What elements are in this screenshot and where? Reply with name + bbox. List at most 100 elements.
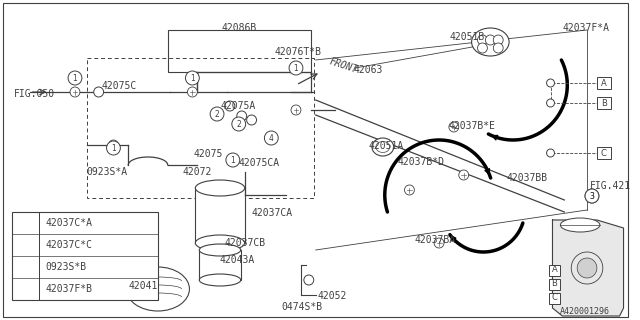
Circle shape [18,215,33,231]
Bar [199,250,241,280]
Bar [597,147,611,159]
Text: 42051B: 42051B [450,32,485,42]
Text: 3: 3 [23,262,28,271]
Circle shape [246,115,257,125]
Ellipse shape [126,267,189,311]
Text: 42037C*C: 42037C*C [45,240,92,250]
Bar [597,77,611,89]
Text: 42037CA: 42037CA [252,208,292,218]
Bar [597,97,611,109]
Circle shape [547,149,554,157]
Ellipse shape [372,138,394,156]
Circle shape [477,43,488,53]
Text: 42076T*B: 42076T*B [275,47,321,57]
Text: 1: 1 [23,219,28,228]
Text: 2: 2 [214,109,220,118]
Circle shape [68,71,82,85]
Text: 42075CA: 42075CA [239,158,280,168]
Text: FRONT: FRONT [328,57,358,75]
Text: 42037BA: 42037BA [414,235,456,245]
Text: C: C [601,148,607,157]
Ellipse shape [195,235,244,251]
Bar [168,30,311,72]
Text: 2: 2 [23,241,28,250]
Text: 3: 3 [589,191,595,201]
Text: 42075A: 42075A [221,101,256,111]
Text: 2: 2 [236,119,241,129]
Text: 0923S*A: 0923S*A [87,167,128,177]
Circle shape [93,87,104,97]
Text: B: B [552,279,557,289]
Circle shape [304,275,314,285]
Text: 42063: 42063 [353,65,383,75]
Circle shape [547,99,554,107]
Circle shape [18,259,33,275]
Circle shape [109,140,118,150]
Circle shape [291,63,301,73]
Text: A420001296: A420001296 [559,307,609,316]
Ellipse shape [199,244,241,256]
Text: 42037B*E: 42037B*E [449,121,496,131]
Text: 0923S*B: 0923S*B [45,262,86,272]
Circle shape [577,258,597,278]
Text: B: B [601,99,607,108]
Circle shape [434,238,444,248]
Text: 3: 3 [589,191,595,201]
Text: 1: 1 [190,74,195,83]
Ellipse shape [561,218,600,232]
Text: FIG.421: FIG.421 [590,181,631,191]
Circle shape [493,43,503,53]
Bar [548,278,561,290]
Bar [548,265,561,276]
Text: 1: 1 [294,63,298,73]
Bar [12,212,158,300]
Circle shape [18,281,33,297]
Text: 42052: 42052 [317,291,347,301]
Text: 42037C*A: 42037C*A [45,218,92,228]
Circle shape [18,237,33,253]
Circle shape [493,35,503,45]
Circle shape [449,122,459,132]
Circle shape [232,117,246,131]
Text: A: A [601,78,607,87]
Circle shape [264,131,278,145]
Polygon shape [552,220,623,316]
Text: 42037F*A: 42037F*A [563,23,609,33]
Text: 42041: 42041 [128,281,157,291]
Text: C: C [552,293,557,302]
Circle shape [459,170,468,180]
Bar [87,58,314,198]
Text: 42037CB: 42037CB [225,238,266,248]
Text: 4: 4 [269,133,274,142]
Circle shape [585,189,599,203]
Text: 42037BB: 42037BB [506,173,547,183]
Text: 42075C: 42075C [102,81,137,91]
Bar [195,188,244,243]
Text: 42037B*D: 42037B*D [397,157,445,167]
Text: 0474S*B: 0474S*B [281,302,323,312]
Text: 42086B: 42086B [221,23,257,33]
Text: 42043A: 42043A [219,255,254,265]
Circle shape [289,61,303,75]
Text: FIG.050: FIG.050 [14,89,55,99]
Circle shape [70,87,80,97]
Text: 1: 1 [111,143,116,153]
Circle shape [225,101,235,111]
Bar [548,292,561,303]
Circle shape [188,87,197,97]
Text: 1: 1 [72,74,77,83]
Circle shape [210,107,224,121]
Circle shape [186,71,199,85]
Ellipse shape [199,274,241,286]
Circle shape [585,189,599,203]
Text: 4: 4 [23,284,28,293]
Circle shape [237,111,246,121]
Ellipse shape [472,28,509,56]
Circle shape [547,79,554,87]
Text: 42037F*B: 42037F*B [45,284,92,294]
Circle shape [485,35,495,45]
Circle shape [106,141,120,155]
Text: A: A [552,266,557,275]
Text: 42072: 42072 [182,167,212,177]
Circle shape [477,35,488,45]
